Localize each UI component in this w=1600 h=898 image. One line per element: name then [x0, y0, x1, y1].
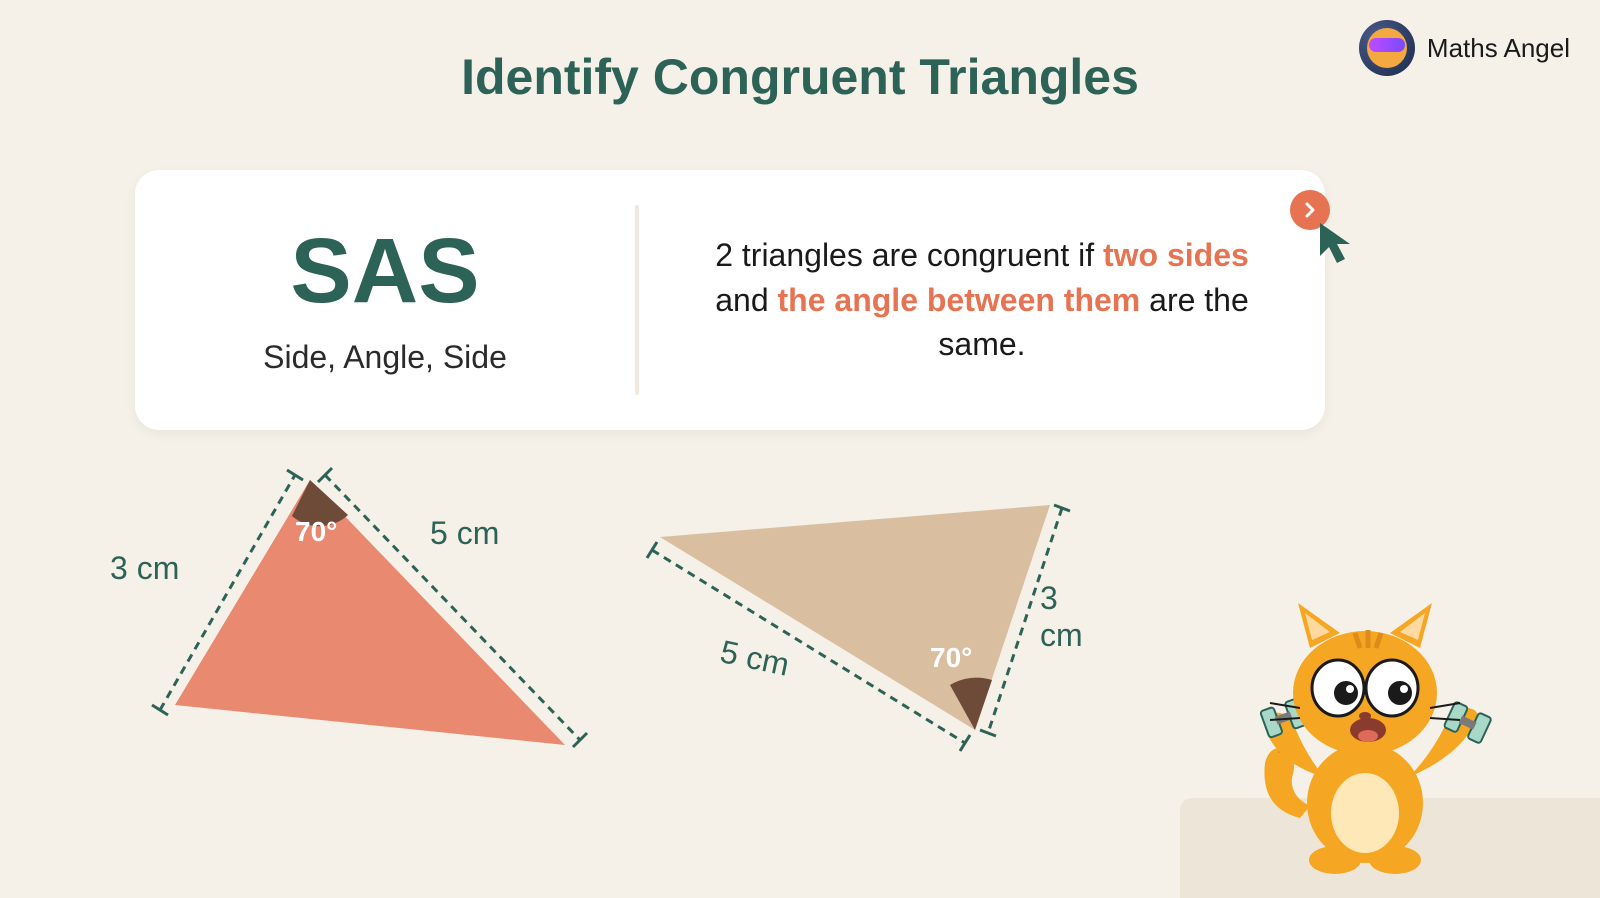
triangle-1-side-b-label: 5 cm	[430, 515, 499, 552]
cursor-icon	[1315, 218, 1365, 268]
cat-mascot	[1240, 578, 1500, 878]
triangle-1-side-a-label: 3 cm	[110, 550, 179, 587]
triangle-1	[100, 450, 620, 790]
diagram-area: 3 cm 5 cm 70° 5 cm 3 cm 70°	[100, 450, 1100, 800]
brand-name: Maths Angel	[1427, 33, 1570, 64]
triangle-2-angle-label: 70°	[930, 642, 972, 674]
brand-logo-area: Maths Angel	[1359, 20, 1570, 76]
explanation-highlight-2: the angle between them	[778, 282, 1141, 318]
info-card: SAS Side, Angle, Side 2 triangles are co…	[135, 170, 1325, 430]
card-left-section: SAS Side, Angle, Side	[135, 225, 635, 376]
brand-logo-icon	[1359, 20, 1415, 76]
acronym-heading: SAS	[290, 225, 479, 317]
explanation-highlight-1: two sides	[1103, 237, 1249, 273]
explanation-text-mid: and	[715, 282, 777, 318]
explanation-text-pre: 2 triangles are congruent if	[715, 237, 1103, 273]
acronym-expansion: Side, Angle, Side	[263, 339, 507, 376]
card-explanation: 2 triangles are congruent if two sides a…	[639, 233, 1325, 367]
triangle-2-side-a-label: 3 cm	[1040, 580, 1100, 654]
triangle-1-angle-label: 70°	[295, 516, 337, 548]
chevron-right-icon	[1302, 202, 1318, 218]
triangle-2	[630, 470, 1110, 810]
